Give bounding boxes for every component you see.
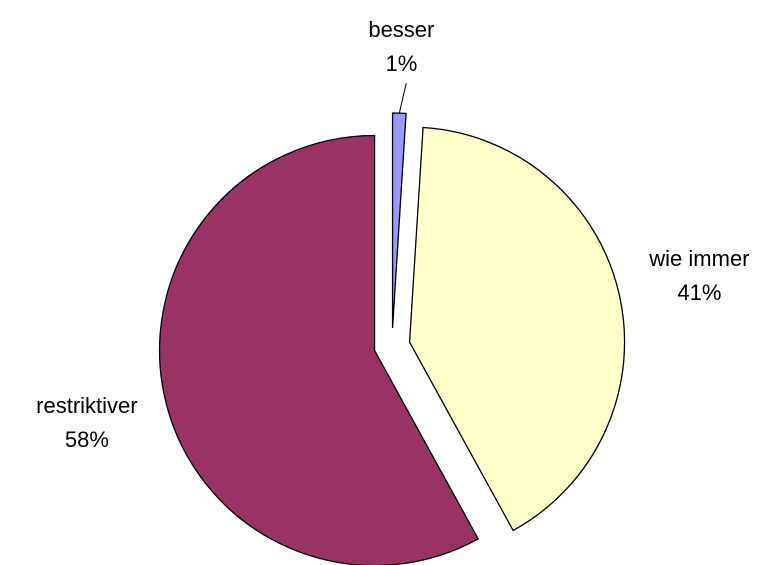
slice-label: wie immer [648, 246, 749, 271]
leader-line [398, 83, 407, 114]
slice-value-label: 41% [677, 280, 721, 305]
slice-value-label: 58% [65, 427, 109, 452]
slice-label: restriktiver [36, 393, 137, 418]
pie-slice [391, 112, 407, 329]
pie-slice [158, 134, 480, 565]
pie-slice [408, 126, 626, 532]
slice-value-label: 1% [385, 51, 417, 76]
slice-label: besser [368, 17, 434, 42]
